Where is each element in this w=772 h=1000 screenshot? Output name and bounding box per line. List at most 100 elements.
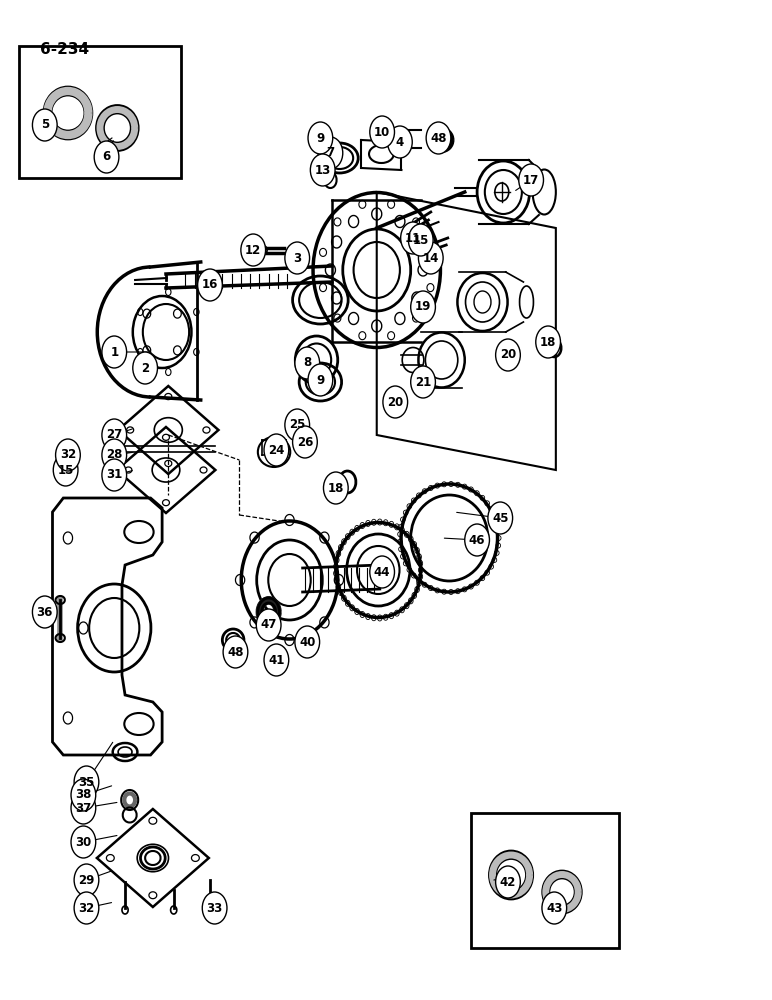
Text: 18: 18 — [540, 336, 557, 349]
Circle shape — [370, 116, 394, 148]
Circle shape — [496, 866, 520, 898]
Text: 36: 36 — [36, 605, 53, 618]
Text: 25: 25 — [289, 418, 306, 432]
Text: 41: 41 — [268, 654, 285, 666]
Circle shape — [370, 556, 394, 588]
Text: 37: 37 — [75, 802, 92, 814]
Text: 48: 48 — [430, 131, 447, 144]
Circle shape — [408, 224, 433, 256]
Text: 6-234: 6-234 — [40, 42, 90, 57]
Circle shape — [32, 109, 57, 141]
Text: 21: 21 — [415, 375, 432, 388]
Circle shape — [308, 364, 333, 396]
Text: 26: 26 — [296, 436, 313, 448]
Text: 11: 11 — [405, 232, 422, 244]
Text: 28: 28 — [106, 448, 123, 462]
Circle shape — [74, 892, 99, 924]
Text: 2: 2 — [141, 361, 149, 374]
Text: 27: 27 — [106, 428, 123, 442]
Circle shape — [94, 141, 119, 173]
Bar — [19, 46, 181, 178]
Text: 5: 5 — [41, 118, 49, 131]
Circle shape — [102, 336, 127, 368]
Text: 9: 9 — [317, 373, 324, 386]
Circle shape — [74, 864, 99, 896]
Text: 33: 33 — [206, 902, 223, 914]
Bar — [471, 813, 619, 948]
Circle shape — [285, 242, 310, 274]
Text: 13: 13 — [314, 163, 331, 176]
Circle shape — [102, 439, 127, 471]
Circle shape — [71, 826, 96, 858]
Text: 4: 4 — [396, 135, 404, 148]
Text: 12: 12 — [245, 243, 262, 256]
Circle shape — [71, 779, 96, 811]
Circle shape — [264, 644, 289, 676]
Text: 32: 32 — [59, 448, 76, 462]
Circle shape — [401, 222, 425, 254]
Circle shape — [102, 419, 127, 451]
Circle shape — [308, 122, 333, 154]
Text: 24: 24 — [268, 444, 285, 456]
Circle shape — [56, 439, 80, 471]
Text: 35: 35 — [78, 776, 95, 788]
Circle shape — [496, 339, 520, 371]
Circle shape — [256, 609, 281, 641]
Circle shape — [102, 459, 127, 491]
Text: 7: 7 — [327, 146, 334, 159]
Circle shape — [465, 524, 489, 556]
Text: 38: 38 — [75, 788, 92, 802]
Text: 46: 46 — [469, 534, 486, 546]
Circle shape — [519, 164, 543, 196]
Circle shape — [293, 426, 317, 458]
Circle shape — [295, 347, 320, 379]
Text: 18: 18 — [327, 482, 344, 494]
Text: 45: 45 — [492, 512, 509, 524]
Circle shape — [295, 626, 320, 658]
Circle shape — [418, 242, 443, 274]
Text: 8: 8 — [303, 357, 311, 369]
Text: 48: 48 — [227, 646, 244, 658]
Circle shape — [264, 434, 289, 466]
Circle shape — [411, 291, 435, 323]
Text: 10: 10 — [374, 125, 391, 138]
Circle shape — [426, 122, 451, 154]
Text: 1: 1 — [110, 346, 118, 359]
Circle shape — [71, 792, 96, 824]
Circle shape — [536, 326, 560, 358]
Text: 17: 17 — [523, 174, 540, 186]
Text: 19: 19 — [415, 300, 432, 314]
Circle shape — [488, 502, 513, 534]
Text: 40: 40 — [299, 636, 316, 648]
Circle shape — [74, 766, 99, 798]
Text: 31: 31 — [106, 468, 123, 482]
Text: 42: 42 — [499, 876, 516, 888]
Circle shape — [411, 366, 435, 398]
Text: 32: 32 — [78, 902, 95, 914]
Circle shape — [318, 137, 343, 169]
Text: 43: 43 — [546, 902, 563, 914]
Text: 3: 3 — [293, 251, 301, 264]
Circle shape — [310, 154, 335, 186]
Text: 30: 30 — [75, 836, 92, 848]
Circle shape — [202, 892, 227, 924]
Circle shape — [32, 596, 57, 628]
Text: 6: 6 — [103, 150, 110, 163]
Circle shape — [388, 126, 412, 158]
Circle shape — [133, 352, 157, 384]
Text: 20: 20 — [387, 395, 404, 408]
Circle shape — [383, 386, 408, 418]
Circle shape — [198, 269, 222, 301]
Circle shape — [241, 234, 266, 266]
Circle shape — [223, 636, 248, 668]
Circle shape — [53, 454, 78, 486]
Circle shape — [542, 892, 567, 924]
Text: 9: 9 — [317, 131, 324, 144]
Text: 20: 20 — [499, 349, 516, 361]
Text: 29: 29 — [78, 874, 95, 886]
Text: 16: 16 — [201, 278, 218, 292]
Text: 15: 15 — [412, 233, 429, 246]
Text: 15: 15 — [57, 464, 74, 477]
Text: 44: 44 — [374, 566, 391, 578]
Circle shape — [285, 409, 310, 441]
